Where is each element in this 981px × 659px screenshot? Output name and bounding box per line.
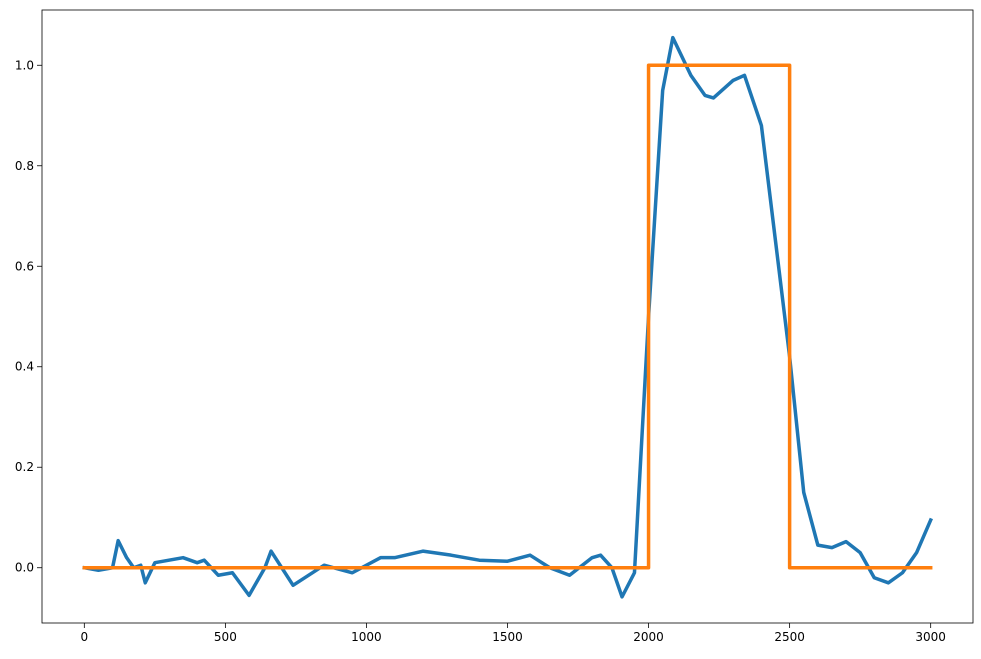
x-tick-label: 3000 (915, 630, 946, 644)
series-line (82, 63, 933, 570)
y-tick-label: 0.6 (15, 259, 34, 273)
series-line (82, 35, 933, 599)
y-tick-label: 0.0 (15, 561, 34, 575)
x-tick-label: 500 (214, 630, 237, 644)
y-tick-label: 0.4 (15, 360, 34, 374)
x-tick-label: 0 (80, 630, 88, 644)
x-tick-label: 1000 (351, 630, 382, 644)
y-tick-label: 1.0 (15, 58, 34, 72)
x-tick-label: 2000 (633, 630, 664, 644)
x-tick-label: 1500 (492, 630, 523, 644)
x-tick-label: 2500 (774, 630, 805, 644)
y-tick-label: 0.2 (15, 460, 34, 474)
y-tick-label: 0.8 (15, 159, 34, 173)
plot-frame (41, 9, 974, 624)
